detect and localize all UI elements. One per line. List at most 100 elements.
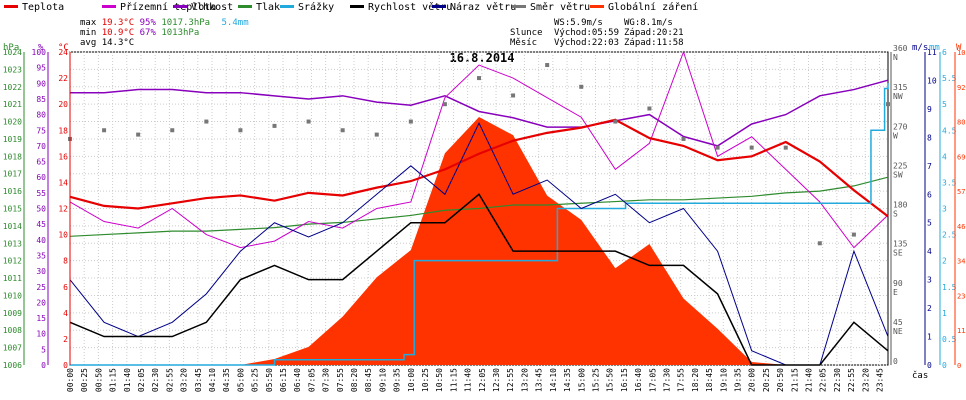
stats-min-temp: 10.9°C bbox=[101, 28, 135, 38]
x-tick-label: 22:30 bbox=[833, 368, 842, 392]
x-tick-label: 20:50 bbox=[776, 368, 785, 392]
pressure-line bbox=[69, 176, 889, 237]
x-tick-label: 05:50 bbox=[265, 368, 274, 392]
direction-tick-label: NE bbox=[893, 327, 903, 336]
x-tick-label: 15:25 bbox=[591, 368, 600, 392]
rain-tick-label: 0.5 bbox=[942, 335, 957, 344]
wind-tick-label: 0 bbox=[927, 361, 932, 370]
radiation-area bbox=[240, 117, 786, 366]
pressure-tick-label: 1014 bbox=[3, 222, 22, 231]
humidity-tick-label: 85 bbox=[36, 95, 46, 104]
x-tick-label: 18:20 bbox=[691, 368, 700, 392]
wind-direction-point bbox=[272, 123, 277, 128]
temperature-axis-unit: °C bbox=[58, 43, 69, 53]
temperature-tick-label: 12 bbox=[58, 205, 68, 214]
x-tick-label: 06:15 bbox=[279, 368, 288, 392]
legend-item-vlhkost: Vlhkost bbox=[173, 2, 233, 13]
wind-direction-point bbox=[681, 136, 686, 141]
legend-item-srazky: Srážky bbox=[280, 2, 334, 13]
humidity-tick-label: 70 bbox=[36, 142, 46, 151]
temperature-tick-label: 16 bbox=[58, 152, 68, 161]
x-tick-label: 10:00 bbox=[407, 368, 416, 392]
radiation-tick-label: 1035 bbox=[957, 49, 966, 57]
wind-direction-point bbox=[374, 132, 379, 137]
wind-direction-point bbox=[408, 119, 413, 124]
wind-direction-point bbox=[136, 132, 141, 137]
legend-swatch bbox=[432, 4, 446, 8]
stats-max-row: max 19.3°C 95% 1017.3hPa 5.4mm bbox=[80, 18, 249, 28]
line-series bbox=[68, 50, 890, 366]
x-tick-label: 06:40 bbox=[293, 368, 302, 392]
wind-tick-label: 10 bbox=[927, 76, 937, 85]
humidity-tick-label: 30 bbox=[36, 267, 46, 276]
stats-box: max 19.3°C 95% 1017.3hPa 5.4mm min 10.9°… bbox=[80, 18, 249, 48]
x-tick-label: 08:20 bbox=[350, 368, 359, 392]
astro-ws: WS:5.9m/s bbox=[554, 18, 603, 28]
pressure-tick-label: 1023 bbox=[3, 65, 22, 74]
radiation-tick-label: 805 bbox=[957, 119, 966, 127]
x-tick-label: 10:25 bbox=[421, 368, 430, 392]
x-tick-label: 22:55 bbox=[847, 368, 856, 392]
x-tick-label: 05:00 bbox=[236, 368, 245, 392]
astro-wind-row: WS:5.9m/s WG:8.1m/s bbox=[510, 18, 690, 28]
astro-moon-label: Měsíc bbox=[510, 38, 538, 48]
x-tick-label: 07:30 bbox=[322, 368, 331, 392]
rain-tick-label: 2 bbox=[942, 257, 947, 266]
x-tick-label: 07:05 bbox=[307, 368, 316, 392]
x-tick-label: 10:50 bbox=[435, 368, 444, 392]
legend-item-tlak: Tlak bbox=[238, 2, 280, 13]
humidity-tick-label: 10 bbox=[36, 330, 46, 339]
wind-direction-point bbox=[170, 128, 175, 133]
humidity-tick-label: 0 bbox=[41, 361, 46, 370]
x-tick-label: 17:55 bbox=[677, 368, 686, 392]
x-axis-ticks: 00:00 00:25 00:50 01:15 01:40 02:05 02:30 02:55… bbox=[66, 368, 884, 392]
pressure-tick-label: 1015 bbox=[3, 205, 22, 214]
x-tick-label: 20:00 bbox=[748, 368, 757, 392]
wind-tick-label: 1 bbox=[927, 333, 932, 342]
wind-tick-label: 8 bbox=[927, 133, 932, 142]
pressure-tick-label: 1006 bbox=[3, 361, 22, 370]
x-tick-label: 02:05 bbox=[137, 368, 146, 392]
legend-label: Globální záření bbox=[608, 2, 699, 13]
x-tick-label: 16:15 bbox=[620, 368, 629, 392]
legend-label: Srážky bbox=[298, 2, 335, 13]
radiation-series bbox=[240, 117, 786, 366]
legend-swatch bbox=[280, 4, 294, 8]
x-tick-label: 21:15 bbox=[790, 368, 799, 392]
stats-label: avg bbox=[80, 38, 97, 48]
radiation-tick-label: 345 bbox=[957, 258, 966, 266]
x-tick-label: 19:35 bbox=[733, 368, 742, 392]
humidity-tick-label: 35 bbox=[36, 251, 46, 260]
x-tick-label: 00:50 bbox=[94, 368, 103, 392]
humidity-tick-label: 15 bbox=[36, 314, 46, 323]
pressure-tick-label: 1024 bbox=[3, 48, 22, 57]
radiation-tick-label: 690 bbox=[957, 153, 966, 161]
astro-wg: WG:8.1m/s bbox=[624, 18, 673, 28]
stats-label: max bbox=[80, 18, 97, 28]
wind-tick-label: 3 bbox=[927, 276, 932, 285]
direction-tick-label: 315 bbox=[893, 83, 908, 92]
ground-temperature-line bbox=[69, 50, 889, 249]
temperature-tick-label: 6 bbox=[63, 283, 68, 292]
legend-swatch bbox=[173, 4, 187, 8]
temperature-tick-label: 22 bbox=[58, 74, 68, 83]
humidity-tick-label: 80 bbox=[36, 111, 46, 120]
wind-direction-point bbox=[545, 63, 550, 68]
wind-direction-point bbox=[647, 106, 652, 111]
humidity-tick-label: 20 bbox=[36, 298, 46, 307]
radiation-axis-unit: W bbox=[956, 43, 962, 53]
direction-tick-label: 225 bbox=[893, 161, 908, 170]
wind-speed-line bbox=[69, 193, 889, 366]
pressure-tick-label: 1021 bbox=[3, 100, 22, 109]
humidity-tick-label: 50 bbox=[36, 205, 46, 214]
wind-tick-label: 7 bbox=[927, 162, 932, 171]
legend-item-rychlost-vetru: Rychlost větru bbox=[350, 2, 452, 13]
astro-box: WS:5.9m/s WG:8.1m/s Slunce Východ:05:59 Záp… bbox=[510, 18, 690, 48]
astro-sun-set: Západ:20:21 bbox=[624, 28, 684, 38]
astro-moon-row: Měsíc Východ:22:03 Západ:11:58 bbox=[510, 38, 690, 48]
x-axis-label: čas bbox=[912, 370, 928, 381]
x-tick-label: 13:45 bbox=[535, 368, 544, 392]
pressure-tick-label: 1013 bbox=[3, 239, 22, 248]
stats-max-rain: 5.4mm bbox=[221, 18, 249, 28]
